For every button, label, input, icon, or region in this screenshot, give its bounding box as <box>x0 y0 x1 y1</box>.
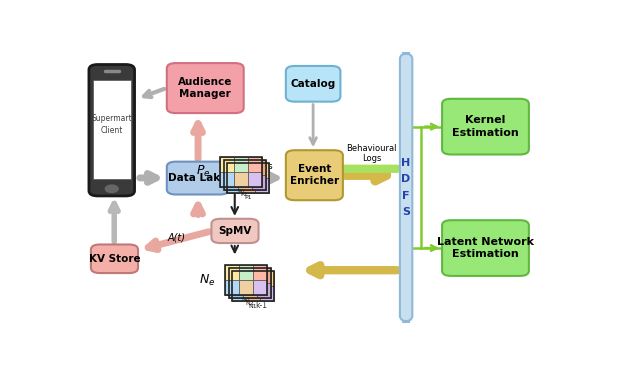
FancyBboxPatch shape <box>167 162 229 194</box>
Bar <box>227 163 241 178</box>
Bar <box>257 283 271 298</box>
Bar <box>260 286 274 302</box>
Bar <box>241 178 255 193</box>
Bar <box>228 268 243 283</box>
Bar <box>243 283 257 298</box>
Text: Events: Events <box>243 162 273 171</box>
Bar <box>248 157 262 172</box>
Bar <box>228 268 271 298</box>
Bar <box>246 272 260 286</box>
Text: Catalog: Catalog <box>291 79 336 89</box>
Text: Data Lake: Data Lake <box>168 173 227 183</box>
Bar <box>257 268 271 283</box>
Bar <box>237 160 252 175</box>
Text: P1: P1 <box>244 195 252 200</box>
Text: P2: P2 <box>241 192 248 197</box>
Bar <box>243 268 257 283</box>
FancyBboxPatch shape <box>89 65 134 196</box>
Bar <box>252 160 266 175</box>
Bar <box>227 178 241 193</box>
Bar <box>239 265 253 280</box>
Text: SpMV: SpMV <box>218 226 252 236</box>
Text: $P_e$: $P_e$ <box>196 164 210 179</box>
Bar <box>232 272 274 302</box>
Circle shape <box>106 185 118 193</box>
Bar <box>239 280 253 295</box>
FancyBboxPatch shape <box>286 66 340 102</box>
Bar <box>232 272 246 286</box>
FancyBboxPatch shape <box>93 80 131 179</box>
Bar <box>260 272 274 286</box>
Bar <box>253 280 268 295</box>
Bar <box>248 172 262 187</box>
Bar <box>232 286 246 302</box>
Text: P3: P3 <box>237 189 245 194</box>
Bar <box>246 286 260 302</box>
Text: $N_e$: $N_e$ <box>199 273 215 288</box>
Text: A(t): A(t) <box>168 232 186 242</box>
Bar <box>220 157 262 187</box>
Bar <box>220 157 234 172</box>
Bar <box>227 163 269 193</box>
Text: Latent Network
Estimation: Latent Network Estimation <box>437 237 534 259</box>
Bar <box>223 160 237 175</box>
Text: k-1: k-1 <box>255 301 267 311</box>
Bar <box>241 163 255 178</box>
Text: Supermart
Client: Supermart Client <box>92 115 132 135</box>
Bar <box>234 172 248 187</box>
Bar <box>223 160 266 190</box>
Bar <box>225 280 239 295</box>
Bar <box>237 175 252 190</box>
Text: Kernel
Estimation: Kernel Estimation <box>452 115 519 138</box>
Bar <box>223 175 237 190</box>
Text: N1: N1 <box>249 304 257 309</box>
Bar <box>225 265 268 295</box>
FancyBboxPatch shape <box>91 244 138 273</box>
Text: N2: N2 <box>245 301 254 306</box>
FancyBboxPatch shape <box>442 99 529 154</box>
Bar <box>220 172 234 187</box>
FancyBboxPatch shape <box>286 150 343 200</box>
FancyBboxPatch shape <box>211 219 259 243</box>
FancyBboxPatch shape <box>442 220 529 276</box>
FancyBboxPatch shape <box>167 63 244 113</box>
Text: H
D
F
S: H D F S <box>401 158 411 217</box>
Text: Event
Enricher: Event Enricher <box>290 164 339 186</box>
Bar <box>228 283 243 298</box>
Bar <box>225 265 239 280</box>
Bar <box>255 163 269 178</box>
Text: KV Store: KV Store <box>89 254 140 264</box>
Text: Behavioural
Logs: Behavioural Logs <box>346 144 397 163</box>
Text: Audience
Manager: Audience Manager <box>178 77 232 99</box>
Bar <box>255 178 269 193</box>
Text: N3: N3 <box>242 298 250 302</box>
Bar <box>234 157 248 172</box>
Bar <box>253 265 268 280</box>
Bar <box>252 175 266 190</box>
FancyBboxPatch shape <box>400 53 412 322</box>
